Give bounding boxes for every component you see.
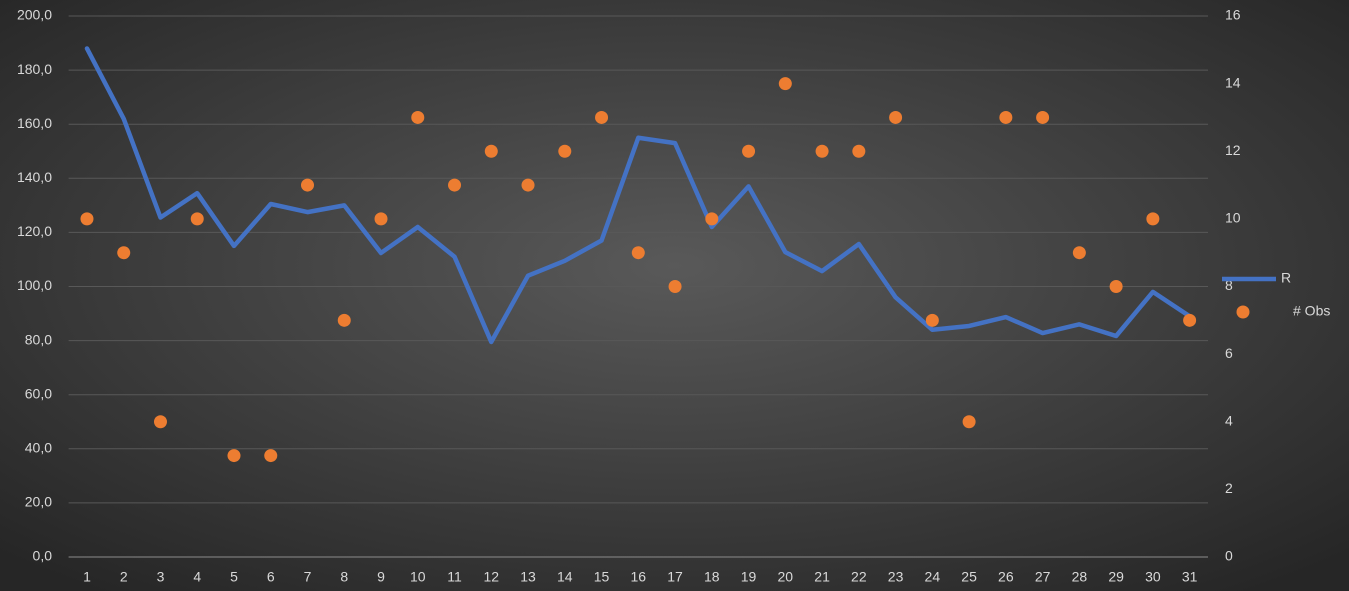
legend-label: # Obs: [1293, 303, 1330, 319]
x-tick-label: 22: [851, 569, 867, 585]
y2-tick-label: 8: [1225, 277, 1233, 293]
x-tick-label: 24: [925, 569, 941, 585]
point: [705, 212, 719, 226]
x-tick-label: 8: [340, 569, 348, 585]
legend-label: R: [1281, 270, 1291, 286]
point: [411, 110, 425, 124]
point: [962, 415, 976, 429]
x-tick-label: 4: [193, 569, 201, 585]
point: [889, 110, 903, 124]
x-tick-label: 10: [410, 569, 426, 585]
y-tick-label: 160,0: [17, 115, 52, 131]
point: [852, 144, 866, 158]
point: [227, 449, 241, 463]
x-tick-label: 17: [667, 569, 683, 585]
point: [80, 212, 94, 226]
point: [1146, 212, 1160, 226]
x-tick-label: 3: [157, 569, 165, 585]
x-tick-label: 5: [230, 569, 238, 585]
y-tick-label: 100,0: [17, 277, 52, 293]
x-tick-label: 11: [447, 569, 462, 585]
point: [668, 280, 682, 293]
point: [925, 313, 939, 327]
y2-tick-label: 14: [1225, 74, 1241, 90]
x-tick-label: 30: [1145, 569, 1161, 585]
y2-tick-label: 10: [1225, 210, 1241, 226]
point: [558, 144, 572, 158]
point: [264, 449, 278, 463]
x-tick-label: 23: [888, 569, 904, 585]
y2-tick-label: 2: [1225, 480, 1233, 496]
y-tick-label: 40,0: [25, 440, 52, 456]
y2-tick-label: 12: [1225, 142, 1241, 158]
x-tick-label: 7: [304, 569, 312, 585]
point: [631, 246, 645, 260]
point: [1036, 110, 1050, 124]
line: [84, 46, 1192, 345]
y-tick-label: 60,0: [25, 385, 52, 401]
point: [484, 144, 498, 158]
x-tick-label: 31: [1182, 569, 1198, 585]
y2-tick-label: 16: [1225, 7, 1241, 23]
x-tick-label: 9: [377, 569, 385, 585]
y-tick-label: 200,0: [17, 7, 52, 23]
point: [595, 110, 609, 124]
point: [117, 246, 131, 260]
y-tick-label: 0,0: [33, 548, 53, 564]
x-tick-label: 15: [594, 569, 610, 585]
y2-tick-label: 6: [1225, 345, 1233, 361]
point: [301, 178, 315, 192]
x-tick-label: 19: [741, 569, 757, 585]
point: [153, 415, 167, 429]
x-tick-label: 16: [631, 569, 647, 585]
x-tick-label: 28: [1072, 569, 1088, 585]
x-tick-label: 14: [557, 569, 573, 585]
y-tick-label: 80,0: [25, 331, 52, 347]
point: [1109, 280, 1123, 293]
point: [337, 313, 351, 327]
x-tick-label: 13: [520, 569, 536, 585]
point: [190, 212, 204, 226]
x-tick-label: 21: [814, 569, 830, 585]
x-tick-label: 25: [961, 569, 977, 585]
y2-tick-label: 0: [1225, 548, 1233, 564]
y-tick-label: 120,0: [17, 223, 52, 239]
y2-tick-label: 4: [1225, 412, 1233, 428]
x-tick-label: 29: [1108, 569, 1124, 585]
point: [999, 110, 1013, 124]
point: [448, 178, 462, 192]
y-tick-label: 180,0: [17, 61, 52, 77]
point: [521, 178, 535, 192]
y-tick-label: 140,0: [17, 169, 52, 185]
point: [815, 144, 829, 158]
x-tick-label: 26: [998, 569, 1014, 585]
x-tick-label: 1: [83, 569, 91, 585]
x-tick-label: 18: [704, 569, 720, 585]
x-tick-label: 27: [1035, 569, 1051, 585]
x-tick-label: 12: [483, 569, 499, 585]
x-tick-label: 20: [778, 569, 794, 585]
y-tick-label: 20,0: [25, 494, 52, 510]
legend-swatch: [1236, 305, 1250, 319]
point: [778, 77, 792, 91]
point: [1072, 246, 1086, 260]
point: [742, 144, 756, 158]
point: [374, 212, 388, 226]
x-tick-label: 2: [120, 569, 128, 585]
x-tick-label: 6: [267, 569, 275, 585]
point: [1183, 313, 1197, 327]
